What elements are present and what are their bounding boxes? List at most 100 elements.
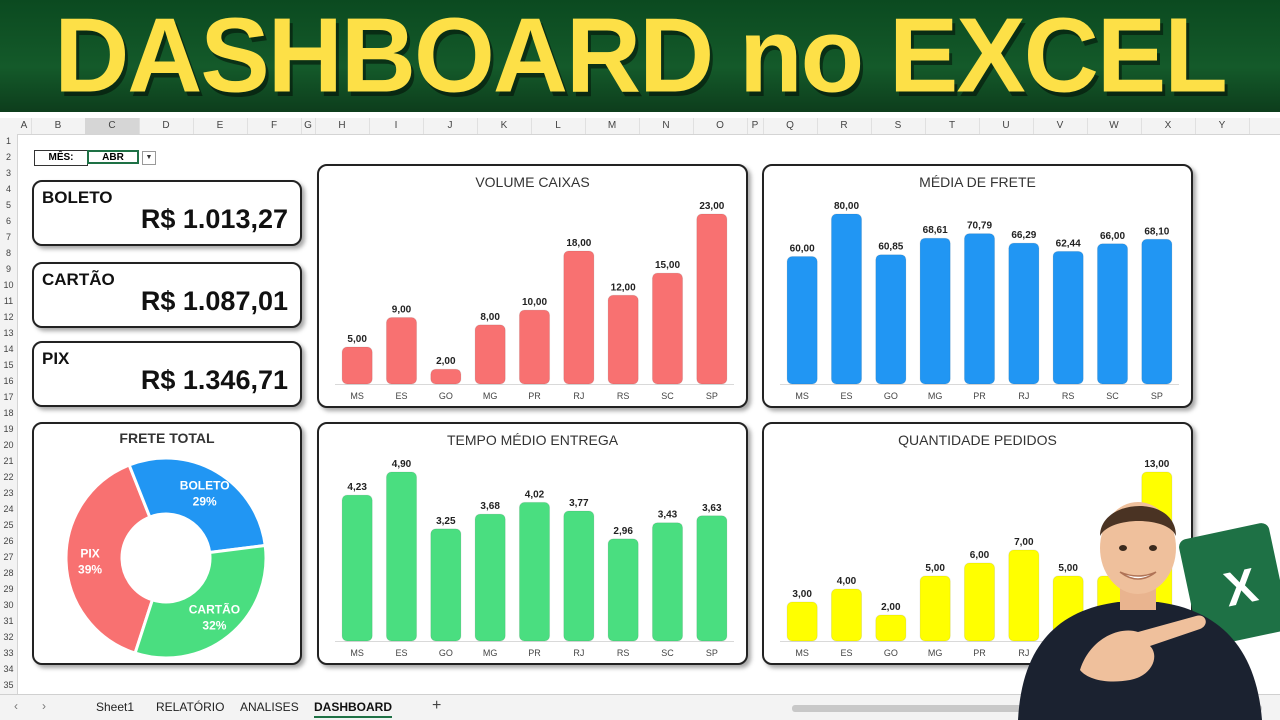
column-header-k[interactable]: K	[477, 118, 532, 134]
data-label: 5,00	[347, 334, 367, 345]
kpi-title: CARTÃO	[42, 270, 115, 289]
data-label: 3,63	[702, 503, 722, 514]
tab-dashboard[interactable]: DASHBOARD	[314, 700, 392, 718]
row-header-24[interactable]: 24	[3, 504, 14, 514]
category-label: RJ	[573, 391, 584, 401]
row-header-34[interactable]: 34	[3, 664, 14, 674]
data-label: 62,44	[1056, 238, 1081, 249]
chart-title: VOLUME CAIXAS	[475, 174, 590, 190]
column-header-e[interactable]: E	[193, 118, 248, 134]
row-header-7[interactable]: 7	[5, 232, 11, 242]
category-label: GO	[884, 648, 898, 658]
category-label: ES	[395, 648, 407, 658]
category-label: MS	[350, 648, 364, 658]
category-label: GO	[439, 391, 453, 401]
tab-analises[interactable]: ANALISES	[240, 700, 299, 714]
row-header-33[interactable]: 33	[3, 648, 14, 658]
row-header-20[interactable]: 20	[3, 440, 14, 450]
bar	[651, 522, 684, 642]
row-header-35[interactable]: 35	[3, 680, 14, 690]
month-filter-cell[interactable]: ABR	[87, 150, 139, 164]
column-header-g[interactable]: G	[301, 118, 316, 134]
row-header-4[interactable]: 4	[5, 184, 11, 194]
chart-card-volume-caixas: VOLUME CAIXAS 5,00 MS 9,00 ES 2,00 GO 8,00 MG 10…	[317, 164, 748, 408]
row-header-25[interactable]: 25	[3, 520, 14, 530]
row-header-11[interactable]: 11	[3, 296, 14, 306]
row-header-6[interactable]: 6	[5, 216, 11, 226]
row-header-17[interactable]: 17	[3, 392, 14, 402]
row-header-19[interactable]: 19	[3, 424, 14, 434]
bar-chart-volume-caixas: 5,00 MS 9,00 ES 2,00 GO 8,00 MG 10,00 PR 18,00 RJ 12…	[335, 201, 734, 401]
column-header-c[interactable]: C	[85, 118, 140, 134]
tab-relatorio[interactable]: RELATÓRIO	[156, 700, 225, 714]
row-header-14[interactable]: 14	[3, 344, 14, 354]
column-header-s[interactable]: S	[871, 118, 926, 134]
row-header-2[interactable]: 2	[5, 152, 11, 162]
row-header-15[interactable]: 15	[3, 360, 14, 370]
column-header-i[interactable]: I	[369, 118, 424, 134]
chevron-down-icon[interactable]: ▼	[142, 151, 156, 165]
column-header-a[interactable]: A	[17, 118, 32, 134]
row-header-22[interactable]: 22	[3, 472, 14, 482]
column-header-x[interactable]: X	[1141, 118, 1196, 134]
kpi-title: BOLETO	[42, 188, 113, 207]
category-label: PR	[528, 648, 541, 658]
row-header-13[interactable]: 13	[3, 328, 14, 338]
tab-sheet1[interactable]: Sheet1	[96, 700, 135, 714]
add-sheet-icon[interactable]: +	[432, 697, 442, 714]
data-label: 68,10	[1144, 226, 1169, 237]
slice-percent-label: 29%	[193, 495, 217, 509]
bar	[1096, 243, 1129, 385]
row-header-18[interactable]: 18	[3, 408, 14, 418]
row-header-30[interactable]: 30	[3, 600, 14, 610]
row-header-26[interactable]: 26	[3, 536, 14, 546]
column-header-q[interactable]: Q	[763, 118, 818, 134]
column-header-y[interactable]: Y	[1195, 118, 1250, 134]
kpi-title: PIX	[42, 349, 70, 368]
row-header-12[interactable]: 12	[3, 312, 14, 322]
row-header-bar: 1 2 3 4 5 6 7 8 9 10 11 12 13 14 15 16 17 18 19 20 21 22 23 24 2…	[0, 134, 18, 694]
column-header-f[interactable]: F	[247, 118, 302, 134]
row-header-9[interactable]: 9	[5, 264, 11, 274]
column-header-d[interactable]: D	[139, 118, 194, 134]
category-label: SC	[661, 391, 674, 401]
data-label: 66,29	[1011, 230, 1036, 241]
column-header-j[interactable]: J	[423, 118, 478, 134]
column-header-h[interactable]: H	[315, 118, 370, 134]
row-header-21[interactable]: 21	[3, 456, 14, 466]
chevron-left-icon[interactable]: ‹	[14, 699, 18, 713]
row-header-10[interactable]: 10	[3, 280, 14, 290]
data-label: 8,00	[480, 312, 500, 323]
data-label: 60,00	[790, 244, 815, 255]
row-header-28[interactable]: 28	[3, 568, 14, 578]
row-header-1[interactable]: 1	[5, 136, 11, 146]
column-header-r[interactable]: R	[817, 118, 872, 134]
row-header-32[interactable]: 32	[3, 632, 14, 642]
column-header-t[interactable]: T	[925, 118, 980, 134]
column-header-p[interactable]: P	[747, 118, 764, 134]
column-header-o[interactable]: O	[693, 118, 748, 134]
bar	[563, 250, 595, 385]
row-header-23[interactable]: 23	[3, 488, 14, 498]
row-header-29[interactable]: 29	[3, 584, 14, 594]
data-label: 3,43	[658, 510, 678, 521]
column-header-w[interactable]: W	[1087, 118, 1142, 134]
data-label: 4,23	[347, 482, 367, 493]
row-header-31[interactable]: 31	[3, 616, 14, 626]
column-header-n[interactable]: N	[639, 118, 694, 134]
column-header-b[interactable]: B	[31, 118, 86, 134]
column-header-u[interactable]: U	[979, 118, 1034, 134]
category-label: MS	[350, 391, 364, 401]
row-header-8[interactable]: 8	[5, 248, 11, 258]
column-header-m[interactable]: M	[585, 118, 640, 134]
row-header-27[interactable]: 27	[3, 552, 14, 562]
column-header-v[interactable]: V	[1033, 118, 1088, 134]
row-header-3[interactable]: 3	[5, 168, 11, 178]
chevron-right-icon[interactable]: ›	[42, 699, 46, 713]
category-label: RJ	[573, 648, 584, 658]
data-label: 4,90	[392, 459, 412, 470]
column-header-l[interactable]: L	[531, 118, 586, 134]
row-header-16[interactable]: 16	[3, 376, 14, 386]
row-header-5[interactable]: 5	[5, 200, 11, 210]
